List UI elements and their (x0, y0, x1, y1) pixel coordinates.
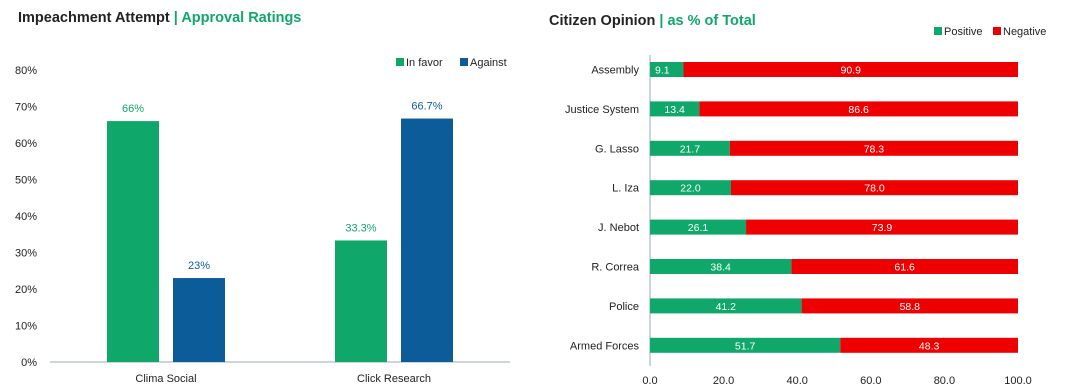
y-tick-label: 80% (15, 65, 37, 77)
right-title-subtitle: as % of Total (667, 13, 756, 29)
y-category-label: R. Correa (591, 262, 640, 274)
x-tick-label: 100.0 (1004, 375, 1032, 387)
x-tick-label: 60.0 (860, 375, 881, 387)
y-tick-label: 60% (15, 138, 37, 150)
data-label: 78.3 (864, 143, 885, 155)
bar-segment (650, 259, 792, 274)
y-tick-label: 10% (15, 321, 37, 333)
left-chart-title: Impeachment Attempt | Approval Ratings (18, 10, 301, 26)
y-tick-label: 0% (21, 357, 37, 369)
data-label: 9.1 (655, 65, 670, 77)
legend-swatch (934, 27, 942, 35)
data-label: 21.7 (680, 143, 701, 155)
data-label: 22.0 (680, 183, 701, 195)
bar-segment (730, 180, 1018, 196)
y-tick-label: 50% (15, 175, 37, 187)
legend-label: Against (470, 57, 507, 69)
legend-label: Negative (1003, 26, 1046, 38)
y-category-label: L. Iza (612, 183, 640, 195)
data-label: 90.9 (841, 65, 862, 77)
y-category-label: J. Nebot (598, 222, 639, 234)
data-label: 66% (122, 103, 144, 115)
right-chart-title: Citizen Opinion | as % of Total (549, 13, 756, 29)
right-title-separator: | (659, 13, 664, 29)
left-title-subtitle: Approval Ratings (181, 10, 302, 26)
legend-swatch (993, 27, 1001, 35)
legend-swatch (460, 58, 468, 66)
y-tick-label: 40% (15, 211, 37, 223)
data-label: 78.0 (864, 183, 885, 195)
bar-segment (840, 337, 1018, 353)
bar-segment (650, 62, 684, 77)
x-tick-label: 20.0 (713, 375, 734, 387)
y-tick-label: 20% (15, 284, 37, 296)
data-label: 23% (188, 260, 210, 272)
bar (173, 278, 225, 362)
data-label: 33.3% (345, 222, 376, 234)
bar-segment (801, 298, 1018, 314)
data-label: 41.2 (716, 301, 737, 313)
bar-segment (650, 140, 730, 156)
data-label: 51.7 (735, 340, 756, 352)
data-label: 13.4 (664, 104, 685, 116)
data-label: 58.8 (900, 301, 921, 313)
data-label: 38.4 (710, 262, 731, 274)
bar-segment (791, 259, 1018, 274)
bar-segment (650, 219, 747, 235)
bar-segment (729, 140, 1018, 156)
x-tick-label: 40.0 (786, 375, 807, 387)
bar-segment (699, 101, 1018, 117)
legend-swatch (396, 58, 404, 66)
data-label: 26.1 (688, 222, 709, 234)
bar-segment (650, 337, 841, 353)
bar-segment (650, 101, 700, 117)
legend-label: In favor (406, 57, 443, 69)
bar-segment (650, 298, 802, 314)
y-category-label: Justice System (565, 104, 639, 116)
y-category-label: Assembly (591, 65, 639, 77)
data-label: 48.3 (919, 340, 940, 352)
y-category-label: Armed Forces (570, 340, 640, 352)
approval-ratings-chart: 0% 10% 20% 30% 40% 50% 60% 70% 80% Clima Social 66… (15, 57, 510, 385)
left-title-main: Impeachment Attempt (18, 10, 170, 26)
x-category-label: Click Research (357, 373, 431, 385)
data-label: 86.6 (848, 104, 869, 116)
bar (107, 121, 159, 362)
x-tick-label: 0.0 (642, 375, 657, 387)
y-tick-label: 70% (15, 102, 37, 114)
y-category-label: G. Lasso (595, 143, 639, 155)
legend-label: Positive (944, 26, 983, 38)
y-category-label: Police (609, 301, 639, 313)
right-title-main: Citizen Opinion (549, 13, 656, 29)
citizen-opinion-chart: Assembly 9.1 90.9 Justice System 13.4 86.6 G. … (565, 26, 1046, 387)
x-category-label: Clima Social (135, 373, 196, 385)
bar-segment (746, 219, 1018, 235)
bar (401, 118, 453, 362)
bar-segment (683, 62, 1018, 77)
bar-segment (650, 180, 731, 196)
left-title-separator: | (173, 10, 178, 26)
data-label: 66.7% (411, 101, 442, 113)
x-tick-label: 80.0 (934, 375, 955, 387)
data-label: 73.9 (872, 222, 893, 234)
y-tick-label: 30% (15, 248, 37, 260)
bar (335, 240, 387, 362)
data-label: 61.6 (894, 262, 915, 274)
